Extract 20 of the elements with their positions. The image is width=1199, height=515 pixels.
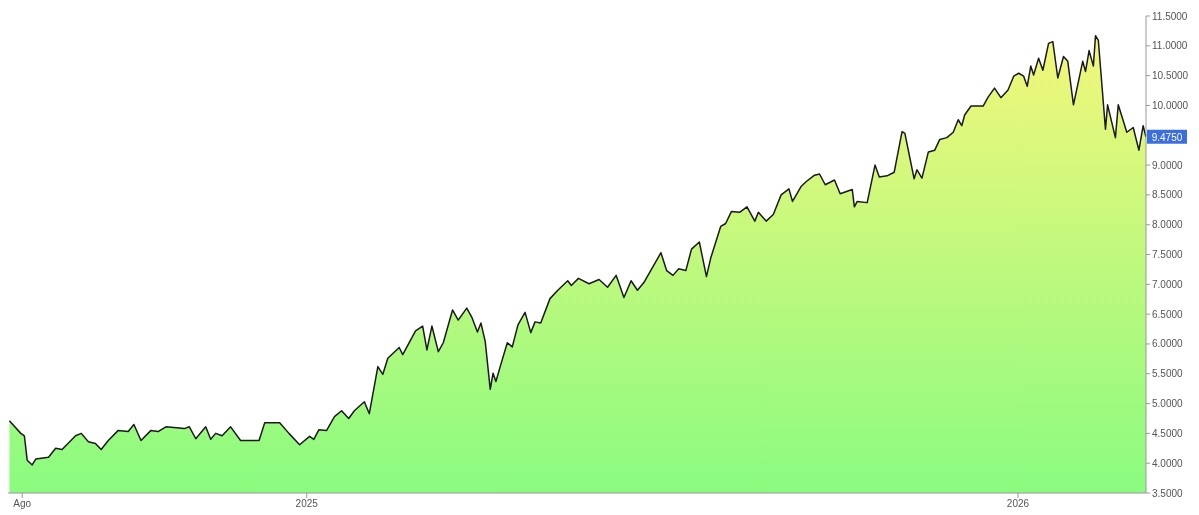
y-tick-label: 10.5000 (1152, 70, 1189, 82)
y-tick-label: 6.0000 (1152, 338, 1184, 350)
y-tick-label: 8.5000 (1152, 189, 1184, 201)
y-tick-label: 5.5000 (1152, 368, 1184, 380)
y-tick-label: 11.5000 (1152, 10, 1188, 22)
y-tick-label: 10.0000 (1152, 99, 1189, 111)
x-tick-label: Ago (13, 498, 32, 510)
y-tick-label: 7.5000 (1152, 249, 1184, 261)
y-tick-label: 5.0000 (1152, 398, 1184, 410)
y-tick-label: 4.5000 (1152, 427, 1184, 439)
annotation: 9.4750 (1151, 131, 1183, 143)
x-tick-label: 2026 (1006, 498, 1030, 510)
y-tick-label: 4.0000 (1152, 457, 1184, 469)
x-tick-label: 2025 (295, 498, 319, 510)
y-tick-label: 3.5000 (1152, 487, 1184, 499)
y-tick-label: 7.0000 (1152, 278, 1184, 290)
y-tick-label: 11.0000 (1152, 40, 1188, 52)
y-tick-label: 6.5000 (1152, 308, 1184, 320)
y-tick-label: 9.0000 (1152, 159, 1184, 171)
y-tick-label: 8.0000 (1152, 219, 1184, 231)
